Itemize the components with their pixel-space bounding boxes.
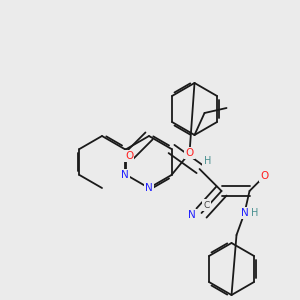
Text: O: O xyxy=(185,148,194,158)
Text: O: O xyxy=(260,171,268,181)
Text: N: N xyxy=(188,210,195,220)
Text: H: H xyxy=(251,208,258,218)
Text: N: N xyxy=(145,183,153,193)
Text: N: N xyxy=(121,170,128,180)
Text: C: C xyxy=(203,200,210,209)
Text: N: N xyxy=(241,208,248,218)
Text: H: H xyxy=(204,156,211,166)
Text: O: O xyxy=(125,151,133,161)
